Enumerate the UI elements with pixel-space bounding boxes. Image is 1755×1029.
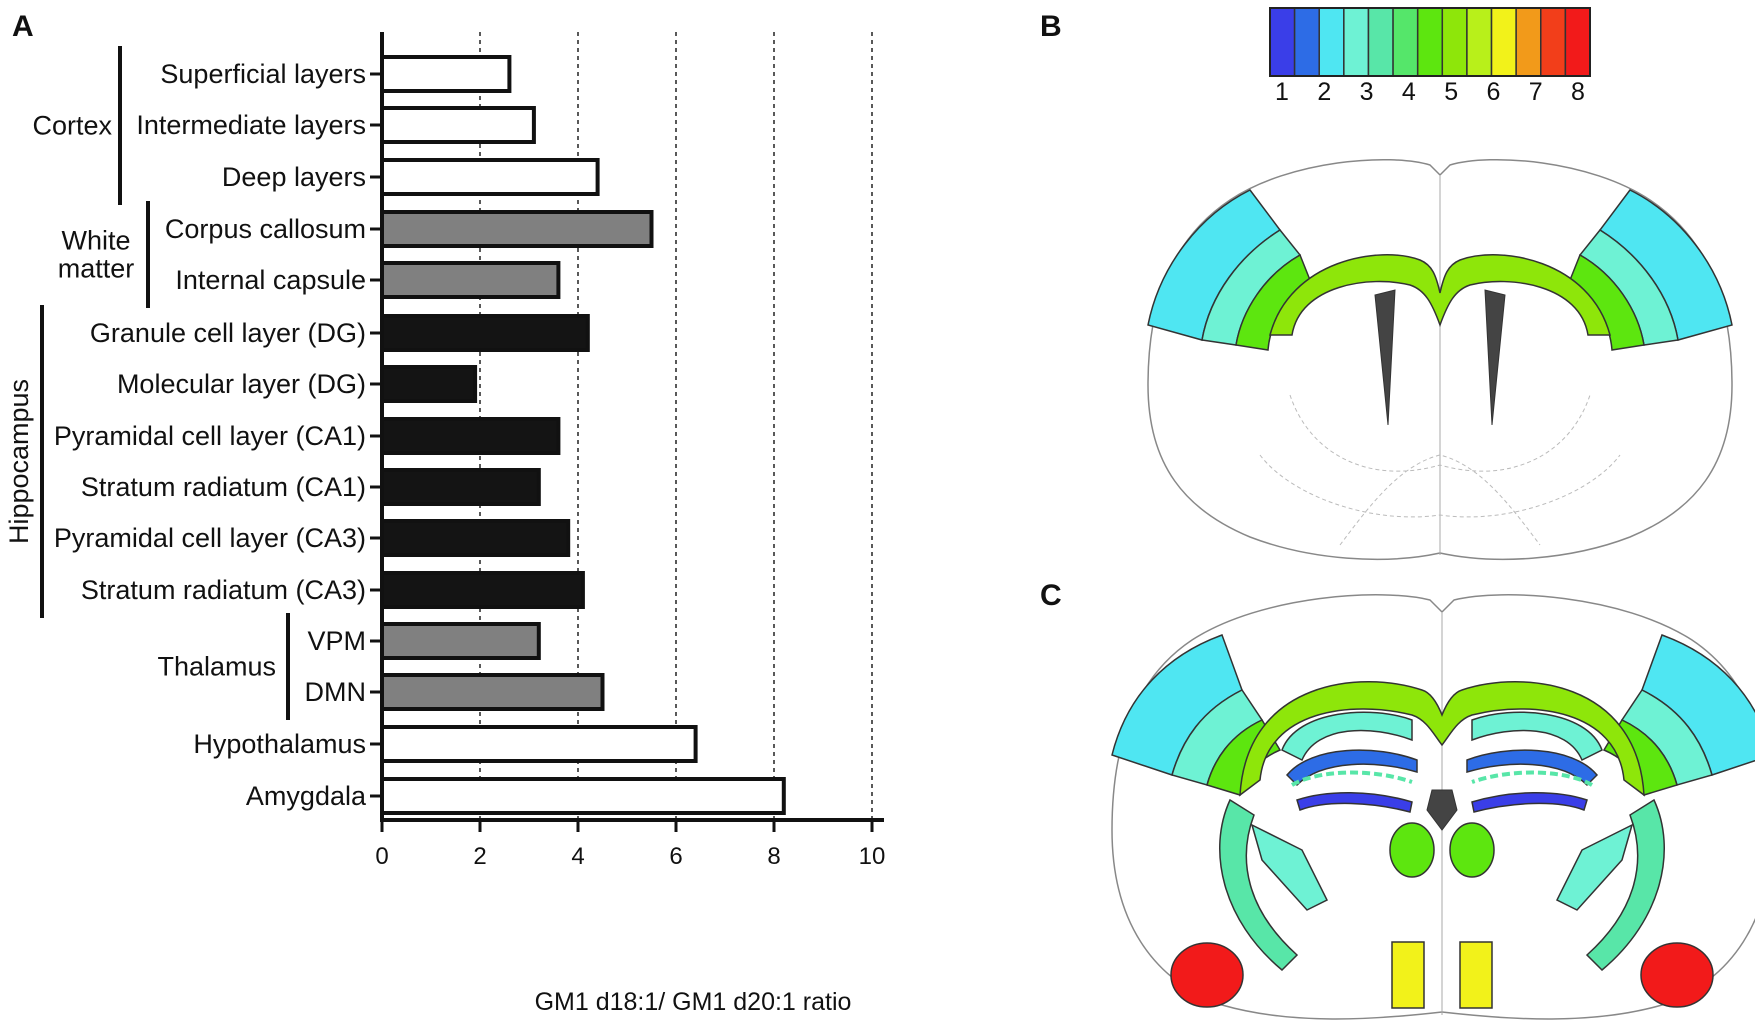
category-label: Pyramidal cell layer (CA1)	[54, 421, 366, 451]
bar	[380, 571, 585, 609]
colorbar-label: 3	[1360, 78, 1374, 106]
hippocampus-outer-left	[1281, 711, 1413, 762]
group-label: Hippocampus	[4, 379, 34, 544]
x-tick-label: 10	[859, 843, 886, 870]
category-label: Hypothalamus	[193, 729, 366, 759]
category-label: Granule cell layer (DG)	[90, 318, 366, 348]
colorbar-swatch	[1367, 7, 1394, 77]
hippocampus-blue-left	[1285, 749, 1418, 787]
colorbar-label: 5	[1444, 78, 1458, 106]
bar	[380, 622, 541, 660]
category-label: Corpus callosum	[165, 214, 366, 244]
category-label: Intermediate layers	[136, 110, 366, 140]
corpus-callosum	[1269, 254, 1611, 336]
bars	[380, 55, 786, 815]
fiber-tract-left	[1250, 823, 1329, 911]
group-label: Thalamus	[157, 652, 276, 682]
hippocampus-outer-right	[1471, 711, 1603, 762]
inner-contours	[1259, 394, 1621, 546]
thalamus-vpm	[1389, 822, 1435, 878]
x-tick-label: 0	[375, 843, 388, 870]
category-label: Amygdala	[246, 781, 367, 811]
ventricle-right	[1484, 289, 1506, 426]
internal-capsule-right	[1585, 798, 1665, 972]
bar	[380, 106, 536, 144]
bar	[380, 261, 561, 299]
bar	[380, 777, 786, 815]
colorbar-frame	[1269, 7, 1591, 77]
hypothalamus-right	[1459, 941, 1493, 1009]
bar	[380, 314, 590, 352]
colorbar-swatch	[1318, 7, 1345, 77]
panel-label-a: A	[12, 10, 34, 43]
category-label: Pyramidal cell layer (CA3)	[54, 523, 366, 553]
hippocampus-mol-left	[1290, 770, 1413, 787]
group-label: White matter	[58, 226, 135, 284]
colorbar-label: 2	[1317, 78, 1331, 106]
amygdala-left	[1170, 942, 1244, 1008]
x-tick-label: 2	[473, 843, 486, 870]
colorbar-label: 8	[1571, 78, 1585, 106]
x-tick-label: 6	[669, 843, 682, 870]
brain-section-b	[1147, 158, 1733, 561]
category-label: Deep layers	[222, 162, 366, 192]
bar	[380, 519, 571, 557]
category-labels: Superficial layers Intermediate layers Dee…	[54, 59, 382, 811]
colorbar-swatch	[1466, 7, 1493, 77]
x-tick-label: 8	[767, 843, 780, 870]
third-ventricle	[1426, 789, 1458, 831]
corpus-callosum	[1239, 681, 1645, 797]
colorbar-label: 7	[1529, 78, 1543, 106]
panel-label-c: C	[1040, 579, 1062, 612]
hippocampus-lower-blue-right	[1471, 791, 1588, 813]
hippocampus-lower-blue-left	[1296, 791, 1413, 813]
brain-section-c	[1111, 594, 1755, 1020]
colorbar-swatch	[1441, 7, 1468, 77]
internal-capsule-left	[1219, 798, 1299, 972]
colorbar-swatch	[1293, 7, 1320, 77]
bar-chart: Superficial layers Intermediate layers Dee…	[4, 32, 885, 1016]
colorbar-label: 1	[1275, 78, 1289, 106]
hippocampus-blue-right	[1466, 749, 1599, 787]
panel-label-b: B	[1040, 10, 1062, 43]
x-axis: 0 2 4 6 8 10	[375, 32, 885, 870]
category-label: Superficial layers	[160, 59, 366, 89]
fiber-tract-right	[1555, 823, 1634, 911]
bar	[380, 55, 512, 93]
colorbar-swatch	[1416, 7, 1444, 77]
bar	[380, 673, 605, 711]
ventricle-left	[1374, 289, 1396, 426]
category-label: Internal capsule	[175, 265, 366, 295]
bar	[380, 725, 698, 763]
category-label: VPM	[307, 626, 366, 656]
colorbar-swatch	[1564, 7, 1591, 77]
hypothalamus-left	[1391, 941, 1425, 1009]
colorbar-label: 4	[1402, 78, 1416, 106]
category-label: Stratum radiatum (CA1)	[81, 472, 366, 502]
category-label: DMN	[305, 677, 367, 707]
colorbar-label: 6	[1486, 78, 1500, 106]
colorbar-swatch	[1540, 7, 1567, 77]
bar	[380, 210, 654, 248]
hippocampus-mol-right	[1471, 770, 1594, 787]
bar	[380, 417, 561, 455]
group-brackets: Cortex White matter Hippocampus Thalamus	[4, 46, 290, 720]
bar	[380, 468, 541, 506]
colorbar-swatch	[1515, 7, 1542, 77]
bar	[380, 365, 478, 403]
colorbar-swatch	[1343, 7, 1370, 77]
x-axis-label: GM1 d18:1/ GM1 d20:1 ratio	[535, 988, 852, 1016]
thalamus-dmn	[1449, 822, 1495, 878]
colorbar-swatch	[1490, 7, 1517, 77]
bar	[380, 158, 600, 196]
group-label: Cortex	[32, 111, 112, 141]
category-label: Stratum radiatum (CA3)	[81, 575, 366, 605]
colorbar-swatch	[1392, 7, 1419, 77]
amygdala-right	[1640, 942, 1714, 1008]
colorbar-swatch	[1269, 7, 1296, 77]
x-tick-label: 4	[571, 843, 584, 870]
category-label: Molecular layer (DG)	[117, 369, 366, 399]
